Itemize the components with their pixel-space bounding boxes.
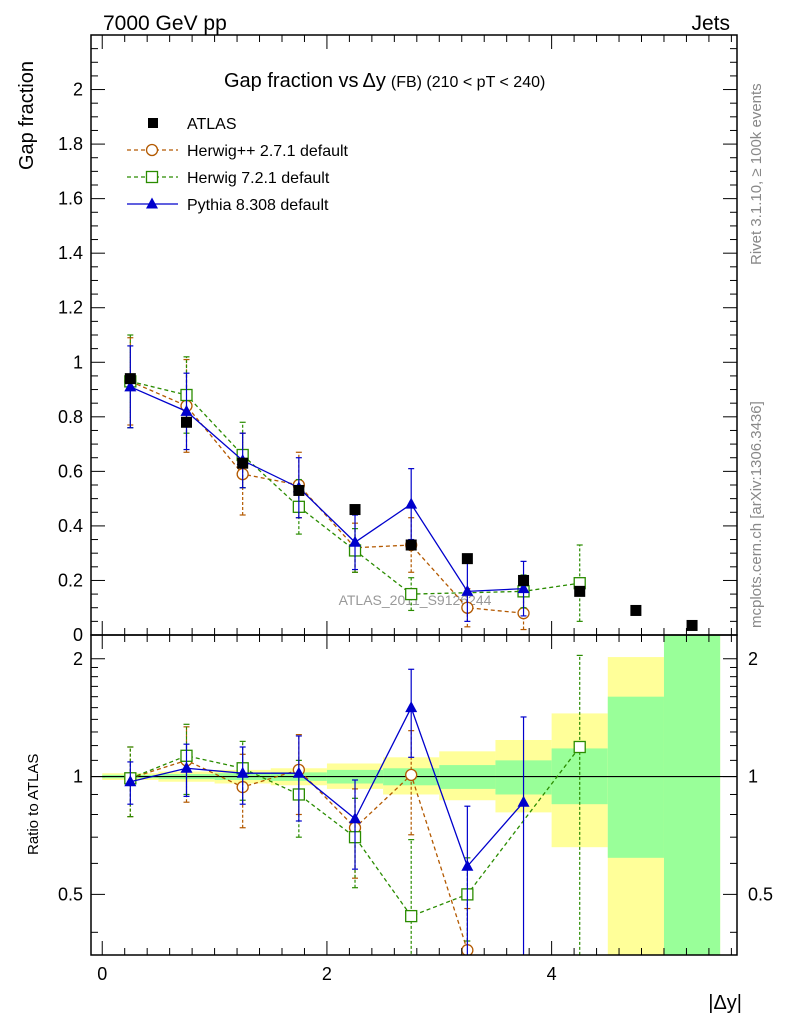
axis-ticks bbox=[91, 34, 737, 955]
header-left-label: 7000 GeV pp bbox=[103, 12, 227, 35]
legend-item-herwig7: Herwig 7.2.1 default bbox=[127, 170, 330, 187]
y-tick-label-top: 0 bbox=[73, 625, 83, 645]
y-tick-label-ratio-right: 2 bbox=[748, 649, 758, 669]
legend-marker-pythia bbox=[146, 197, 158, 209]
legend-marker-atlas bbox=[148, 118, 158, 128]
ratio-pythia-8-308-default-point bbox=[461, 859, 474, 871]
y-tick-label-top: 0.8 bbox=[58, 407, 83, 427]
ratio-panel-frame bbox=[90, 634, 738, 956]
y-tick-label-top: 0.4 bbox=[58, 516, 83, 536]
top-atlas-point bbox=[405, 539, 417, 551]
ratio-herwig-7-2-1-default-point bbox=[573, 740, 586, 754]
chart-title-sub: (FB) (210 < pT < 240) bbox=[391, 74, 545, 91]
top-herwig-7-2-1-default-line bbox=[130, 380, 580, 595]
top-atlas-point bbox=[293, 484, 305, 496]
y-tick-label-ratio-right: 0.5 bbox=[748, 884, 773, 904]
ratio-panel-series bbox=[124, 654, 586, 955]
top-atlas-point bbox=[630, 604, 642, 616]
ratio-band-inner bbox=[607, 696, 664, 858]
x-axis-label: |Δy| bbox=[708, 992, 742, 1014]
chart-title-main: Gap fraction vs bbox=[224, 70, 359, 92]
top-pythia-8-308-default-point bbox=[405, 497, 418, 509]
top-atlas-point bbox=[180, 416, 192, 428]
ratio-pythia-8-308-default-point bbox=[124, 775, 137, 787]
top-atlas-point bbox=[349, 504, 361, 516]
top-herwig-2-7-1-default-line bbox=[130, 380, 524, 614]
chart-title-delta: Δy bbox=[363, 70, 386, 92]
y-tick-label-top: 2 bbox=[73, 80, 83, 100]
x-tick-label: 4 bbox=[547, 964, 557, 984]
legend-item-pythia: Pythia 8.308 default bbox=[127, 197, 329, 214]
axis-tick-labels: 0 0.2 0.4 0.6 0.8 1 1.2 1.4 1.6 1.8 2 0 2 4 0.5 0.5 1 1 2 2 bbox=[58, 80, 773, 984]
legend: ATLAS Herwig++ 2.7.1 default Herwig 7.2.… bbox=[127, 116, 349, 214]
top-atlas-point bbox=[237, 457, 249, 469]
y-axis-label-bottom: Ratio to ATLAS bbox=[25, 754, 42, 855]
legend-item-atlas: ATLAS bbox=[148, 116, 237, 133]
y-tick-label-ratio-right: 1 bbox=[748, 767, 758, 787]
y-tick-label-top: 1 bbox=[73, 352, 83, 372]
top-pythia-8-308-default-point bbox=[517, 582, 530, 594]
ratio-pythia-8-308-default-line bbox=[130, 706, 525, 868]
x-tick-label: 0 bbox=[97, 964, 107, 984]
ratio-pythia-8-308-default-point bbox=[236, 766, 249, 778]
y-tick-label-top: 0.2 bbox=[58, 570, 83, 590]
y-tick-label-top: 1.4 bbox=[58, 243, 83, 263]
top-pythia-8-308-default-point bbox=[180, 404, 193, 416]
side-label-rivet: Rivet 3.1.10, ≥ 100k events bbox=[748, 83, 765, 265]
ratio-pythia-8-308-default-point bbox=[292, 766, 305, 778]
y-tick-label-ratio-left: 1 bbox=[73, 767, 83, 787]
top-panel-series bbox=[124, 334, 698, 631]
legend-marker-herwig7 bbox=[145, 170, 159, 184]
y-tick-label-top: 1.2 bbox=[58, 298, 83, 318]
top-pythia-8-308-default-point bbox=[124, 380, 137, 392]
y-axis-label-top: Gap fraction bbox=[16, 61, 38, 170]
ratio-band-inner bbox=[663, 635, 721, 955]
y-tick-label-ratio-left: 2 bbox=[73, 649, 83, 669]
x-tick-label: 2 bbox=[322, 964, 332, 984]
top-herwig-7-2-1-default-point bbox=[405, 587, 418, 601]
chart-title: Gap fraction vs Δy (FB) (210 < pT < 240) bbox=[224, 70, 545, 92]
legend-label-atlas: ATLAS bbox=[187, 116, 237, 133]
legend-label-herwigpp: Herwig++ 2.7.1 default bbox=[187, 143, 349, 160]
top-pythia-8-308-default-line bbox=[130, 386, 524, 593]
y-tick-label-top: 1.6 bbox=[58, 189, 83, 209]
legend-label-herwig7: Herwig 7.2.1 default bbox=[187, 170, 330, 187]
top-atlas-point bbox=[574, 585, 586, 597]
ratio-herwig-7-2-1-default-point bbox=[405, 909, 418, 923]
ratio-herwig-2-7-1-default-point bbox=[405, 768, 418, 782]
legend-marker-herwigpp bbox=[145, 143, 159, 157]
top-pythia-8-308-default-point bbox=[461, 584, 474, 596]
top-atlas-point bbox=[686, 619, 698, 631]
y-tick-label-ratio-left: 0.5 bbox=[58, 884, 83, 904]
legend-item-herwigpp: Herwig++ 2.7.1 default bbox=[127, 143, 349, 160]
top-pythia-8-308-default-point bbox=[349, 535, 362, 547]
y-tick-label-top: 1.8 bbox=[58, 134, 83, 154]
top-atlas-point bbox=[518, 574, 530, 586]
side-label-mcplots: mcplots.cern.ch [arXiv:1306.3436] bbox=[748, 401, 765, 628]
top-atlas-point bbox=[461, 553, 473, 565]
y-tick-label-top: 0.6 bbox=[58, 461, 83, 481]
ratio-pythia-8-308-default-point bbox=[517, 795, 530, 807]
header-right-label: Jets bbox=[691, 12, 730, 35]
ratio-herwig-7-2-1-default-line bbox=[130, 746, 581, 917]
ratio-pythia-8-308-default-point bbox=[180, 761, 193, 773]
legend-label-pythia: Pythia 8.308 default bbox=[187, 197, 329, 214]
top-atlas-point bbox=[124, 373, 136, 385]
ratio-pythia-8-308-default-point bbox=[405, 701, 418, 713]
ratio-pythia-8-308-default-point bbox=[349, 812, 362, 824]
